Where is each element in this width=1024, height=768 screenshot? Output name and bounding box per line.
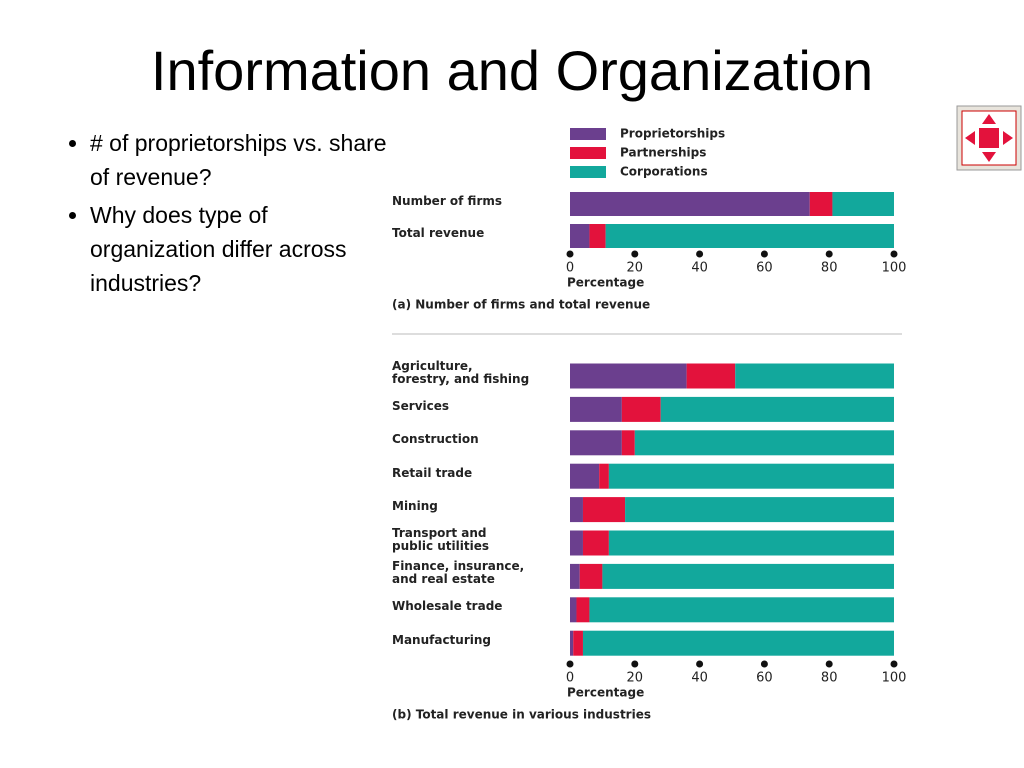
bar-segment	[582, 530, 609, 556]
bullet: # of proprietorships vs. share of revenu…	[90, 126, 390, 194]
category-label: Manufacturing	[392, 632, 491, 647]
tick-dot	[890, 660, 898, 668]
legend-swatch	[570, 128, 606, 140]
nav-icon[interactable]	[956, 105, 1022, 171]
bar-segment	[735, 363, 894, 389]
legend-label: Partnerships	[620, 146, 706, 160]
x-tick-label: 40	[691, 261, 708, 276]
tick-dot	[890, 250, 898, 258]
x-tick-label: 100	[882, 671, 907, 686]
category-label: Finance, insurance, and real estate	[392, 559, 525, 587]
tick-dot	[696, 250, 704, 258]
bar-segment	[570, 630, 574, 656]
category-label: Number of firms	[392, 193, 503, 208]
x-tick-label: 40	[691, 671, 708, 686]
bar-segment	[621, 396, 661, 422]
bar-segment	[570, 224, 590, 248]
bar-segment	[625, 497, 894, 523]
bar-segment	[634, 430, 894, 456]
bar-segment	[602, 563, 894, 589]
tick-dot	[825, 660, 833, 668]
bar-segment	[589, 597, 894, 623]
tick-dot	[760, 660, 768, 668]
tick-dot	[566, 660, 574, 668]
bar-segment	[573, 630, 583, 656]
chart-caption: (b) Total revenue in various industries	[392, 708, 651, 722]
bar-segment	[570, 396, 622, 422]
x-tick-label: 80	[821, 261, 838, 276]
legend-swatch	[570, 147, 606, 159]
x-tick-label: 60	[756, 261, 773, 276]
bar-segment	[576, 597, 590, 623]
bar-segment	[570, 363, 687, 389]
x-tick-label: 60	[756, 671, 773, 686]
bar-segment	[621, 430, 635, 456]
x-tick-label: 20	[627, 671, 644, 686]
bar-segment	[579, 563, 603, 589]
category-label: Total revenue	[392, 225, 485, 240]
bar-segment	[605, 224, 894, 248]
bar-segment	[570, 463, 600, 489]
bar-segment	[570, 597, 577, 623]
tick-dot	[696, 660, 704, 668]
legend-label: Corporations	[620, 165, 708, 179]
tick-dot	[825, 250, 833, 258]
bar-segment	[570, 430, 622, 456]
tick-dot	[631, 250, 639, 258]
bar-segment	[570, 497, 583, 523]
legend-swatch	[570, 166, 606, 178]
tick-dot	[566, 250, 574, 258]
x-tick-label: 100	[882, 261, 907, 276]
category-label: Retail trade	[392, 465, 473, 480]
bar-segment	[660, 396, 894, 422]
bullet-list: # of proprietorships vs. share of revenu…	[48, 126, 390, 304]
bar-segment	[570, 530, 583, 556]
category-label: Mining	[392, 499, 438, 514]
bar-segment	[608, 530, 894, 556]
tick-dot	[760, 250, 768, 258]
x-axis-label: Percentage	[567, 686, 644, 700]
bar-segment	[832, 192, 894, 216]
bar-segment	[608, 463, 894, 489]
bullet: Why does type of organization differ acr…	[90, 198, 390, 300]
bar-segment	[582, 630, 894, 656]
chart-caption: (a) Number of firms and total revenue	[392, 298, 650, 312]
legend-label: Proprietorships	[620, 127, 725, 141]
bar-segment	[570, 563, 580, 589]
slide-title: Information and Organization	[150, 39, 874, 102]
bar-segment	[570, 192, 810, 216]
x-tick-label: 0	[566, 261, 574, 276]
x-tick-label: 0	[566, 671, 574, 686]
bar-segment	[686, 363, 736, 389]
category-label: Wholesale trade	[392, 599, 503, 614]
category-label: Agriculture, forestry, and fishing	[392, 359, 530, 386]
tick-dot	[631, 660, 639, 668]
category-label: Construction	[392, 432, 479, 447]
bar-segment	[589, 224, 606, 248]
x-tick-label: 20	[627, 261, 644, 276]
bar-segment	[809, 192, 833, 216]
bar-segment	[599, 463, 609, 489]
x-tick-label: 80	[821, 671, 838, 686]
bar-segment	[582, 497, 626, 523]
x-axis-label: Percentage	[567, 276, 644, 290]
category-label: Transport and public utilities	[392, 526, 489, 553]
category-label: Services	[392, 398, 450, 413]
